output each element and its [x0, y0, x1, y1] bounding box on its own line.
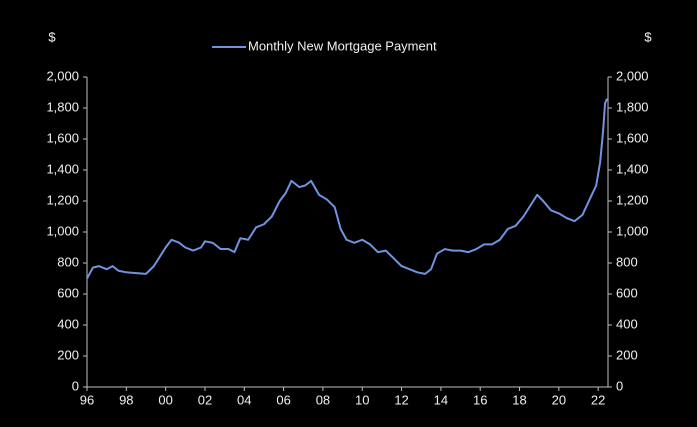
x-tick-label: 12	[394, 392, 408, 407]
y-tick-label: 1,600	[46, 130, 79, 145]
y-tick-label: 1,400	[46, 161, 79, 176]
x-tick-label: 08	[316, 392, 330, 407]
y-tick-label: 1,800	[46, 99, 79, 114]
legend-label: Monthly New Mortgage Payment	[248, 38, 437, 53]
y2-tick-label: 1,200	[616, 192, 649, 207]
y2-tick-label: 0	[616, 378, 623, 393]
y-tick-label: 2,000	[46, 68, 79, 83]
y2-tick-label: 1,800	[616, 99, 649, 114]
y-tick-label: 400	[57, 316, 79, 331]
y2-tick-label: 1,600	[616, 130, 649, 145]
y2-axis-label: $	[644, 29, 652, 44]
x-tick-label: 10	[355, 392, 369, 407]
x-tick-label: 98	[119, 392, 133, 407]
y2-tick-label: 200	[616, 347, 638, 362]
x-tick-label: 02	[198, 392, 212, 407]
x-tick-label: 96	[80, 392, 94, 407]
x-tick-label: 14	[434, 392, 448, 407]
y-tick-label: 0	[72, 378, 79, 393]
x-tick-label: 16	[473, 392, 487, 407]
x-tick-label: 18	[512, 392, 526, 407]
y2-tick-label: 800	[616, 254, 638, 269]
y2-tick-label: 1,000	[616, 223, 649, 238]
x-tick-label: 04	[237, 392, 251, 407]
y-tick-label: 600	[57, 285, 79, 300]
x-tick-label: 22	[591, 392, 605, 407]
x-tick-label: 06	[276, 392, 290, 407]
y2-tick-label: 2,000	[616, 68, 649, 83]
y2-tick-label: 400	[616, 316, 638, 331]
x-tick-label: 20	[552, 392, 566, 407]
y-tick-label: 1,200	[46, 192, 79, 207]
series-line	[86, 98, 608, 279]
x-tick-label: 00	[158, 392, 172, 407]
y-tick-label: 800	[57, 254, 79, 269]
y-axis-label: $	[48, 29, 56, 44]
y-tick-label: 1,000	[46, 223, 79, 238]
y2-tick-label: 1,400	[616, 161, 649, 176]
y-tick-label: 200	[57, 347, 79, 362]
y2-tick-label: 600	[616, 285, 638, 300]
